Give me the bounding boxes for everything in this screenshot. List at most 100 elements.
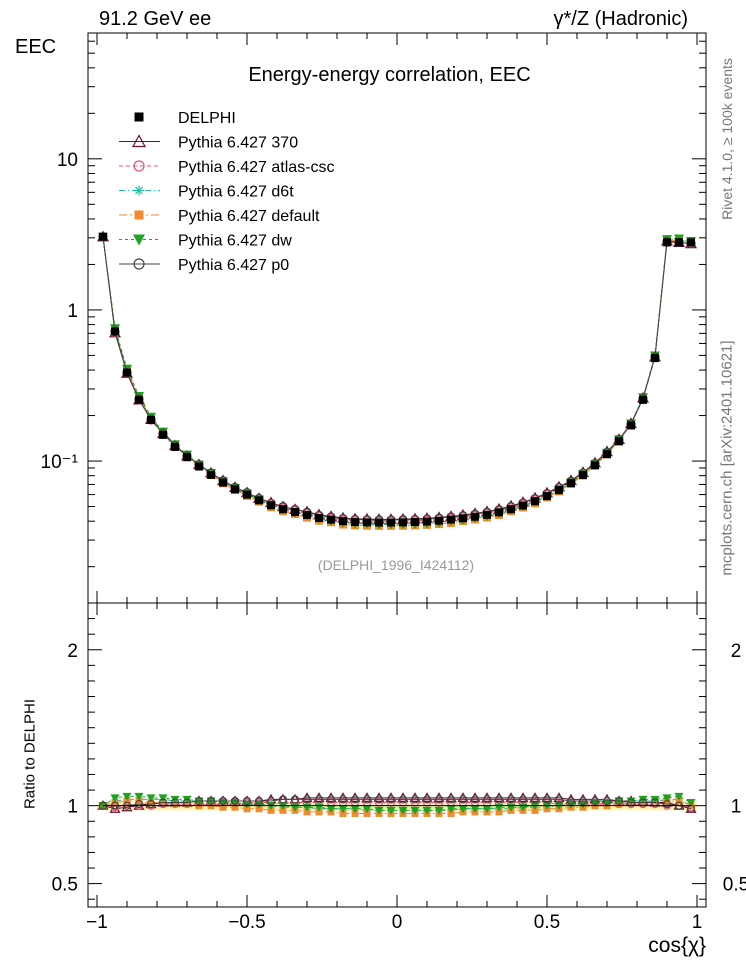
ratio-point (470, 805, 480, 814)
delphi-point (459, 514, 467, 523)
ratio-point (422, 795, 432, 804)
delphi-point (255, 496, 263, 505)
ratio-point (349, 792, 361, 802)
ratio-point (446, 805, 456, 814)
ratio-point (206, 796, 216, 806)
delphi-point (651, 354, 659, 363)
ratio-point (301, 792, 313, 802)
ratio-point (338, 805, 348, 814)
ratio-point (373, 792, 385, 802)
legend-label: DELPHI (178, 110, 236, 127)
ratio-point (374, 795, 384, 804)
legend-marker (134, 210, 144, 220)
ratio-point (350, 795, 360, 804)
series-pythia-6-427-370 (96, 230, 698, 524)
delphi-point (423, 517, 431, 526)
ratio-point (267, 806, 275, 814)
ratio-y-axis-label: Ratio to DELPHI (21, 698, 39, 810)
delphi-point (687, 238, 695, 247)
delphi-point (243, 490, 251, 499)
ratio-point (255, 805, 263, 813)
series-line (102, 236, 692, 521)
delphi-point (471, 512, 479, 521)
delphi-point (291, 508, 299, 517)
ratio-y-tick-label-right: 2 (731, 641, 742, 662)
ratio-point (674, 792, 684, 801)
ratio-point (279, 806, 287, 814)
ratio-point (146, 800, 156, 809)
ratio-point (446, 795, 456, 804)
ratio-point (303, 808, 311, 816)
mcplots-label: mcplots.cern.ch [arXiv:2401.10621] (718, 340, 736, 576)
delphi-point (531, 497, 539, 506)
delphi-point (171, 442, 179, 451)
ratio-point (458, 805, 468, 814)
x-tick-label: 0.5 (534, 912, 560, 933)
ratio-point (170, 795, 180, 804)
ratio-point (602, 796, 612, 806)
delphi-point (111, 327, 119, 336)
legend-marker (133, 258, 145, 270)
ratio-point (315, 808, 323, 816)
ratio-point (447, 809, 455, 817)
ratio-point (339, 809, 347, 817)
ratio-point (326, 795, 336, 804)
ratio-point (506, 795, 516, 804)
ratio-point (686, 799, 696, 808)
ratio-point (578, 796, 588, 806)
delphi-point (435, 516, 443, 525)
ratio-point (110, 794, 120, 803)
energy-label: 91.2 GeV ee (99, 8, 212, 30)
delphi-point (603, 450, 611, 459)
ratio-point (122, 792, 132, 801)
delphi-point (663, 238, 671, 247)
ratio-point (266, 796, 276, 806)
ratio-point (517, 792, 529, 802)
series-pythia-6-427-atlas-csc (98, 232, 696, 526)
series-line (102, 236, 692, 522)
delphi-point (207, 470, 215, 479)
delphi-point (327, 515, 335, 524)
ratio-point (470, 795, 480, 804)
ratio-y-tick-label-right: 1 (731, 797, 742, 818)
process-label: γ*/Z (Hadronic) (553, 8, 688, 30)
star-stroke (135, 186, 143, 195)
delphi-point (507, 505, 515, 514)
ratio-point (351, 809, 359, 817)
legend-marker (133, 234, 145, 246)
legend-marker (133, 160, 145, 172)
x-tick-label: −1 (86, 912, 108, 933)
ratio-band-bin (121, 802, 133, 811)
ratio-point (421, 792, 433, 802)
ratio-point (397, 792, 409, 802)
delphi-point (495, 508, 503, 517)
ratio-point (662, 800, 672, 809)
delphi-point (387, 518, 395, 527)
series-pythia-6-427-dw (98, 232, 696, 530)
delphi-point (195, 462, 203, 471)
series-delphi (99, 232, 695, 527)
ratio-point (529, 792, 541, 802)
delphi-point (315, 513, 323, 522)
ratio-point (434, 806, 444, 815)
legend-label: Pythia 6.427 dw (178, 233, 292, 250)
ratio-band-bin (145, 802, 157, 811)
ratio-point (121, 801, 133, 812)
ratio-point (541, 792, 553, 802)
delphi-point (159, 430, 167, 439)
ratio-point (518, 795, 528, 804)
ratio-y-tick-label: 1 (67, 797, 78, 818)
ratio-point (254, 796, 264, 806)
series-line (102, 236, 692, 526)
ratio-point (531, 806, 539, 814)
legend-label: Pythia 6.427 370 (178, 135, 298, 152)
series-line (102, 236, 692, 520)
ratio-point (218, 796, 228, 806)
delphi-point (555, 486, 563, 495)
ratio-point (457, 792, 469, 802)
ratio-point (458, 795, 468, 804)
y-tick-label: 1 (67, 301, 78, 322)
y-tick-label: 10 (57, 150, 78, 171)
x-tick-label: 0 (392, 912, 403, 933)
ratio-point (183, 800, 191, 808)
